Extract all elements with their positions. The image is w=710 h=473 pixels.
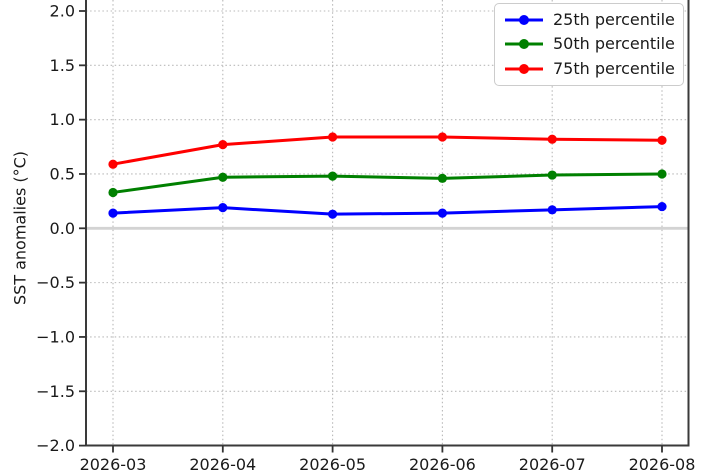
x-tick-label: 2026-03 <box>80 455 147 473</box>
x-tick-label: 2026-07 <box>519 455 586 473</box>
x-tick-label: 2026-04 <box>189 455 256 473</box>
data-point-25th-2026-08 <box>657 201 667 212</box>
y-tick-label: 0.5 <box>50 164 75 183</box>
legend-item: 25th percentile <box>504 8 675 32</box>
data-point-25th-2026-07 <box>547 205 557 215</box>
y-tick-label: 1.0 <box>50 110 75 129</box>
data-point-50th-2026-06 <box>437 173 447 183</box>
legend-item: 50th percentile <box>504 32 675 56</box>
legend: 25th percentile 50th percentile 75th perce… <box>494 3 684 86</box>
data-point-25th-2026-06 <box>437 208 447 218</box>
y-tick-label: 1.5 <box>50 56 75 75</box>
y-axis-label: SST anomalies (°C) <box>10 150 30 306</box>
data-point-25th-2026-05 <box>328 209 338 219</box>
data-point-50th-2026-04 <box>218 172 228 182</box>
data-point-50th-2026-05 <box>328 171 338 181</box>
data-point-75th-2026-03 <box>108 159 118 169</box>
legend-line-marker-icon <box>505 39 543 50</box>
y-tick-label: −1.0 <box>36 327 75 346</box>
x-tick-label: 2026-06 <box>409 455 476 473</box>
series-line-25th-percentile <box>111 205 664 216</box>
data-point-75th-2026-07 <box>547 134 557 144</box>
data-point-75th-2026-05 <box>328 132 338 142</box>
y-tick-label: −0.5 <box>36 273 75 292</box>
legend-label: 75th percentile <box>553 58 675 78</box>
data-point-25th-2026-03 <box>108 208 118 218</box>
x-tick-label: 2026-08 <box>629 455 696 473</box>
legend-line-marker-icon <box>505 15 543 26</box>
legend-item: 75th percentile <box>504 57 675 81</box>
data-point-75th-2026-06 <box>437 132 447 142</box>
data-point-75th-2026-08 <box>657 135 667 145</box>
y-tick-label: 0.0 <box>50 219 75 238</box>
data-point-50th-2026-08 <box>657 169 667 179</box>
data-point-25th-2026-04 <box>218 203 228 213</box>
legend-label: 50th percentile <box>553 34 675 54</box>
y-tick-label: −1.5 <box>36 382 75 401</box>
series-line-75th-percentile <box>111 135 664 166</box>
y-tick-label: −2.0 <box>36 436 75 455</box>
series-line-50th-percentile <box>111 172 664 194</box>
legend-line-marker-icon <box>505 63 543 74</box>
y-tick-label: 2.0 <box>50 2 75 21</box>
data-point-50th-2026-07 <box>547 170 557 180</box>
legend-label: 25th percentile <box>553 10 675 30</box>
data-point-75th-2026-04 <box>218 140 228 150</box>
x-tick-label: 2026-05 <box>299 455 366 473</box>
data-point-50th-2026-03 <box>108 187 118 198</box>
